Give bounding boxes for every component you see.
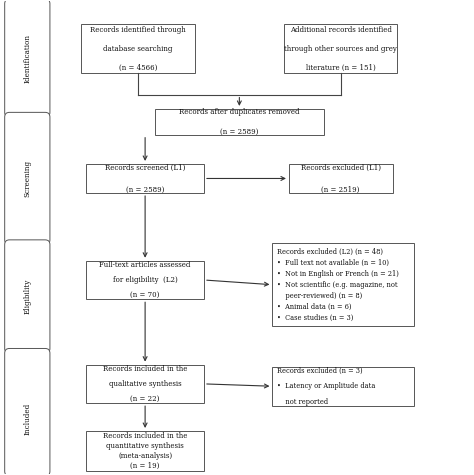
FancyBboxPatch shape [5, 349, 50, 475]
FancyBboxPatch shape [5, 113, 50, 245]
Text: •  Animal data (n = 6): • Animal data (n = 6) [277, 303, 352, 311]
Text: peer-reviewed) (n = 8): peer-reviewed) (n = 8) [277, 292, 362, 300]
Text: •  Case studies (n = 3): • Case studies (n = 3) [277, 314, 354, 322]
Text: Records identified through: Records identified through [90, 26, 186, 34]
Text: •  Not scientific (e.g. magazine, not: • Not scientific (e.g. magazine, not [277, 281, 398, 289]
FancyBboxPatch shape [82, 24, 195, 74]
Text: Additional records identified: Additional records identified [290, 26, 392, 34]
FancyBboxPatch shape [5, 0, 50, 117]
Text: qualitative synthesis: qualitative synthesis [109, 380, 182, 388]
Text: (n = 19): (n = 19) [130, 462, 160, 470]
Text: Eligibility: Eligibility [23, 279, 31, 314]
Text: (n = 2589): (n = 2589) [126, 186, 164, 194]
Text: literature (n = 151): literature (n = 151) [306, 64, 375, 71]
Text: Screening: Screening [23, 160, 31, 197]
Text: Records included in the: Records included in the [103, 432, 187, 440]
Text: Records excluded (L2) (n = 48): Records excluded (L2) (n = 48) [277, 247, 383, 256]
FancyBboxPatch shape [86, 364, 204, 403]
FancyBboxPatch shape [86, 431, 204, 471]
FancyBboxPatch shape [5, 240, 50, 353]
Text: (n = 2589): (n = 2589) [220, 128, 258, 136]
Text: Records after duplicates removed: Records after duplicates removed [179, 108, 300, 116]
Text: Records excluded (n = 3): Records excluded (n = 3) [277, 367, 363, 375]
Text: database searching: database searching [103, 45, 173, 53]
FancyBboxPatch shape [273, 243, 414, 326]
Text: (n = 22): (n = 22) [130, 395, 160, 403]
Text: Records excluded (L1): Records excluded (L1) [301, 163, 381, 171]
FancyBboxPatch shape [273, 367, 414, 406]
Text: •  Full text not available (n = 10): • Full text not available (n = 10) [277, 259, 389, 266]
FancyBboxPatch shape [284, 24, 397, 74]
Text: (meta-analysis): (meta-analysis) [118, 452, 172, 460]
Text: Records screened (L1): Records screened (L1) [105, 163, 185, 171]
FancyBboxPatch shape [155, 109, 324, 135]
Text: •  Not in English or French (n = 21): • Not in English or French (n = 21) [277, 270, 399, 278]
Text: Identification: Identification [23, 34, 31, 83]
FancyBboxPatch shape [86, 164, 204, 193]
Text: •  Latency or Amplitude data: • Latency or Amplitude data [277, 382, 375, 390]
Text: Full-text articles assessed: Full-text articles assessed [100, 261, 191, 269]
FancyBboxPatch shape [289, 164, 392, 193]
Text: quantitative synthesis: quantitative synthesis [106, 442, 184, 450]
Text: not reported: not reported [277, 398, 328, 406]
Text: through other sources and grey: through other sources and grey [284, 45, 397, 53]
Text: Records included in the: Records included in the [103, 365, 187, 373]
FancyBboxPatch shape [86, 261, 204, 299]
Text: Included: Included [23, 403, 31, 436]
Text: (n = 2519): (n = 2519) [321, 186, 360, 194]
Text: for eligibility  (L2): for eligibility (L2) [113, 276, 177, 284]
Text: (n = 4566): (n = 4566) [119, 64, 157, 71]
Text: (n = 70): (n = 70) [130, 291, 160, 299]
